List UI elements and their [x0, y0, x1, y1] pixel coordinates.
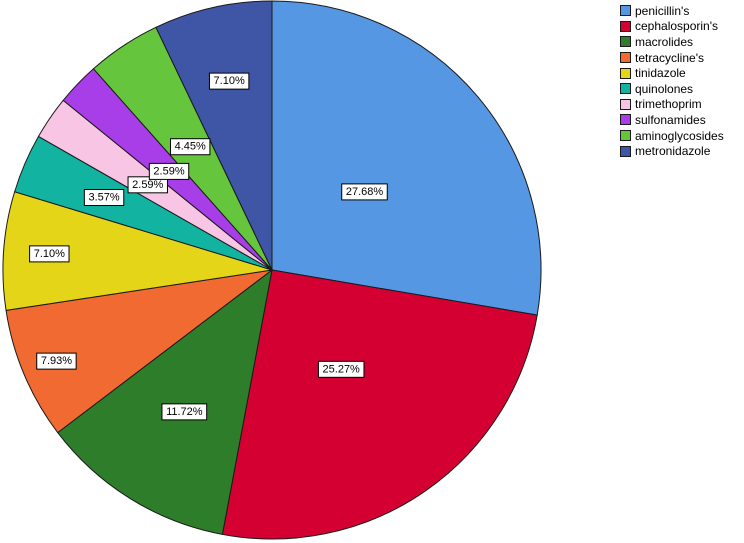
legend-item-penicillin-s: penicillin's: [620, 3, 742, 19]
data-label-text: 25.27%: [323, 363, 361, 375]
legend-swatch: [620, 67, 631, 79]
legend-item-trimethoprim: trimethoprim: [620, 97, 742, 113]
pie-slice-penicillin-s: [271, 0, 542, 316]
data-label: 2.59%: [148, 162, 190, 180]
pie-slice-cephalosporin-s: [221, 269, 538, 540]
legend-item-quinolones: quinolones: [620, 81, 742, 97]
legend-label: trimethoprim: [635, 97, 702, 112]
legend-label: sulfonamides: [635, 112, 706, 127]
data-label: 7.93%: [36, 352, 77, 370]
legend: penicillin's cephalosporin's macrolides tet…: [620, 3, 742, 159]
data-label-box: [341, 183, 388, 201]
legend-swatch: [620, 98, 631, 110]
data-label-box: [208, 72, 250, 90]
legend-label: tetracycline's: [635, 50, 704, 65]
data-label: 7.10%: [29, 245, 70, 263]
legend-item-tinidazole: tinidazole: [620, 65, 742, 81]
legend-swatch: [620, 52, 631, 64]
legend-swatch: [620, 130, 631, 142]
legend-swatch: [620, 36, 631, 48]
data-label-text: 2.59%: [132, 179, 163, 191]
legend-swatch: [620, 83, 631, 95]
data-label-box: [169, 138, 211, 156]
legend-label: metronidazole: [635, 144, 711, 159]
data-label: 11.72%: [161, 403, 208, 421]
legend-label: quinolones: [635, 81, 694, 96]
data-label-box: [36, 352, 77, 370]
legend-swatch: [620, 114, 631, 126]
data-label: 25.27%: [317, 360, 365, 378]
data-label: 4.45%: [169, 138, 211, 156]
data-label-text: 7.10%: [34, 248, 65, 260]
data-label-box: [127, 176, 168, 194]
legend-swatch: [620, 20, 631, 32]
data-label-text: 7.10%: [214, 75, 245, 87]
legend-label: macrolides: [635, 34, 694, 49]
legend-label: tinidazole: [635, 66, 686, 81]
pie-data-labels: 27.68% 25.27% 11.72% 7.93% 7.10% 3.57% 2.59% 2.…: [29, 72, 388, 421]
legend-swatch: [620, 145, 631, 157]
data-label: 2.59%: [127, 176, 168, 194]
data-label-box: [161, 403, 208, 421]
legend-item-sulfonamides: sulfonamides: [620, 112, 742, 128]
legend-label: penicillin's: [635, 3, 690, 18]
data-label-text: 3.57%: [88, 192, 119, 204]
data-label-text: 11.72%: [166, 406, 203, 418]
pie-slice-macrolides: [56, 268, 273, 535]
data-label: 7.10%: [208, 72, 250, 90]
data-label-text: 2.59%: [153, 165, 184, 177]
pie-slice-tinidazole: [2, 191, 273, 311]
data-label-box: [83, 189, 125, 207]
legend-item-aminoglycosides: aminoglycosides: [620, 128, 742, 144]
legend-item-macrolides: macrolides: [620, 34, 742, 50]
legend-label: cephalosporin's: [635, 19, 719, 34]
data-label-box: [29, 245, 70, 263]
legend-label: aminoglycosides: [635, 128, 724, 143]
data-label-text: 27.68%: [346, 186, 384, 198]
data-label: 3.57%: [83, 189, 125, 207]
data-label: 27.68%: [341, 183, 388, 201]
data-label-box: [148, 162, 190, 180]
pie-slice-metronidazole: [155, 0, 273, 271]
data-label-text: 7.93%: [41, 355, 72, 367]
legend-item-metronidazole: metronidazole: [620, 143, 742, 159]
data-label-text: 4.45%: [175, 141, 206, 153]
data-label-box: [317, 360, 365, 378]
legend-item-tetracycline-s: tetracycline's: [620, 50, 742, 66]
legend-item-cephalosporin-s: cephalosporin's: [620, 19, 742, 35]
legend-swatch: [620, 5, 631, 17]
pie-slice-tetracycline-s: [5, 269, 273, 434]
pie-slices: [2, 0, 542, 540]
